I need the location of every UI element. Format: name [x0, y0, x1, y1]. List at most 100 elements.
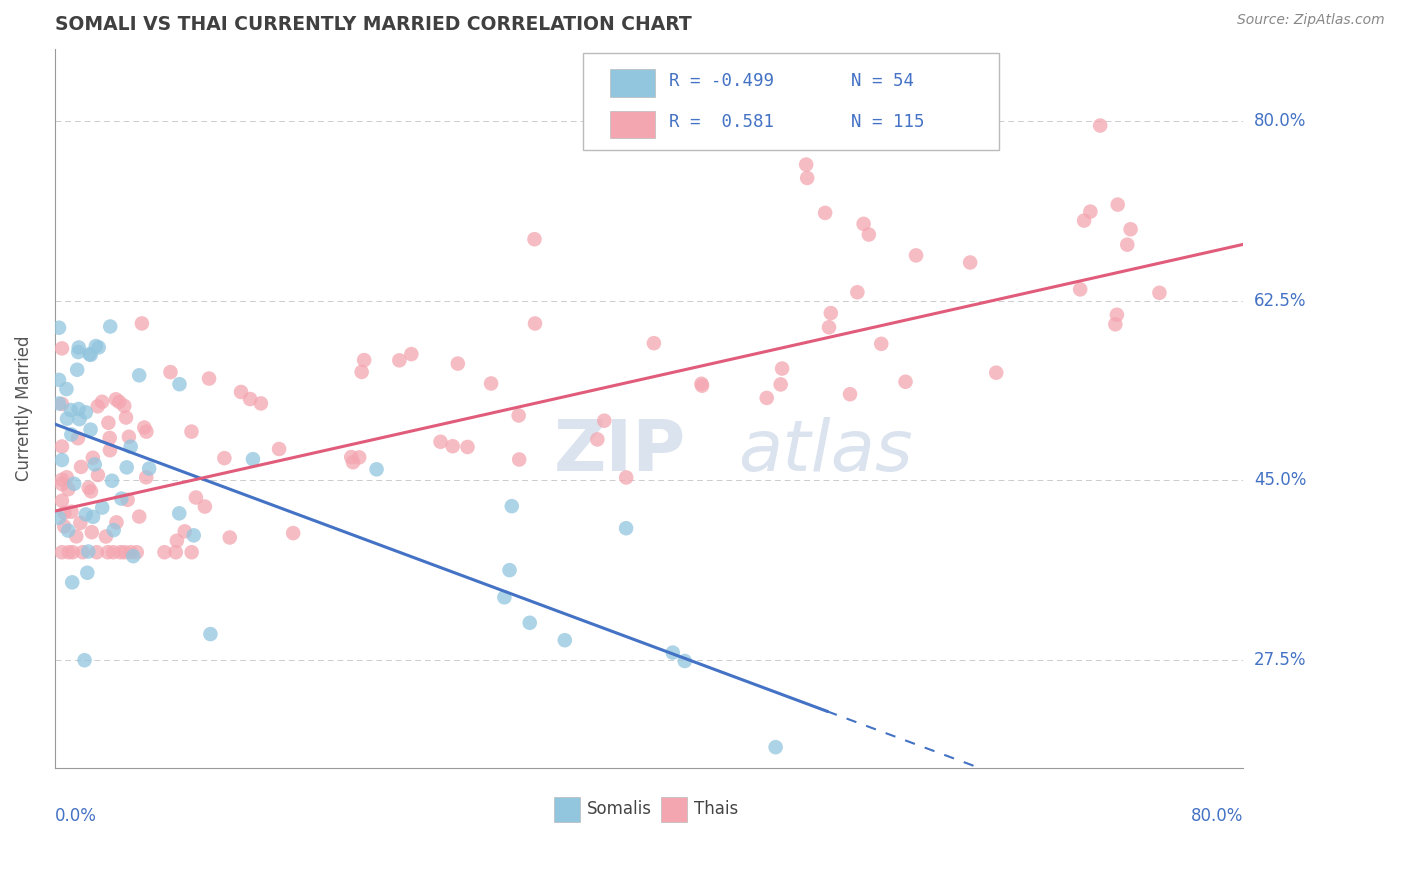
- Point: [98, 431, 121, 445]
- Point: [441, 439, 464, 453]
- Point: [67, 402, 90, 417]
- Point: [959, 255, 981, 269]
- Point: [56, 411, 79, 425]
- Text: N = 115: N = 115: [851, 113, 924, 131]
- Point: [508, 409, 530, 423]
- Point: [51, 440, 73, 454]
- Point: [94, 529, 117, 543]
- FancyBboxPatch shape: [610, 70, 655, 96]
- Point: [858, 227, 880, 242]
- Point: [184, 491, 207, 505]
- Point: [794, 157, 817, 171]
- Point: [73, 653, 96, 667]
- Point: [524, 317, 547, 331]
- Point: [194, 500, 217, 514]
- Point: [1149, 285, 1171, 300]
- Point: [82, 509, 104, 524]
- Point: [91, 500, 114, 515]
- Point: [51, 493, 73, 508]
- Point: [200, 627, 222, 641]
- Point: [105, 516, 128, 530]
- Point: [115, 460, 138, 475]
- Point: [97, 545, 120, 559]
- Point: [169, 377, 191, 392]
- Point: [87, 340, 110, 354]
- Text: 27.5%: 27.5%: [1254, 651, 1306, 669]
- Point: [55, 382, 77, 396]
- Point: [1104, 318, 1126, 332]
- Point: [48, 320, 70, 334]
- Point: [353, 353, 375, 368]
- Point: [55, 470, 77, 484]
- Point: [58, 545, 80, 559]
- Point: [755, 391, 778, 405]
- Point: [83, 458, 105, 472]
- FancyBboxPatch shape: [610, 111, 655, 138]
- Point: [239, 392, 262, 406]
- Text: Source: ZipAtlas.com: Source: ZipAtlas.com: [1237, 13, 1385, 28]
- Text: 0.0%: 0.0%: [55, 807, 97, 825]
- Point: [82, 450, 104, 465]
- Point: [839, 387, 862, 401]
- Point: [690, 378, 713, 392]
- Point: [366, 462, 388, 476]
- Point: [1069, 282, 1091, 296]
- Point: [48, 510, 70, 524]
- Point: [198, 371, 221, 385]
- Point: [479, 376, 502, 391]
- Point: [614, 470, 637, 484]
- Point: [153, 545, 176, 559]
- Point: [457, 440, 479, 454]
- Point: [135, 470, 157, 484]
- Point: [159, 365, 181, 379]
- Point: [110, 545, 132, 559]
- Point: [342, 455, 364, 469]
- Point: [770, 361, 793, 376]
- Point: [53, 519, 76, 533]
- Point: [519, 615, 541, 630]
- Point: [494, 591, 516, 605]
- Point: [97, 416, 120, 430]
- Point: [91, 394, 114, 409]
- Point: [51, 545, 73, 559]
- Point: [59, 403, 82, 417]
- Point: [796, 171, 818, 186]
- Point: [128, 509, 150, 524]
- Point: [250, 396, 273, 410]
- Point: [66, 363, 89, 377]
- Text: 80.0%: 80.0%: [1191, 807, 1243, 825]
- Point: [117, 492, 139, 507]
- Point: [1107, 197, 1129, 211]
- Point: [86, 399, 108, 413]
- Point: [51, 397, 73, 411]
- Point: [167, 507, 190, 521]
- Point: [1119, 222, 1142, 236]
- Point: [77, 481, 100, 495]
- Point: [101, 474, 124, 488]
- Point: [218, 531, 240, 545]
- Point: [183, 528, 205, 542]
- Point: [508, 452, 530, 467]
- Point: [894, 375, 917, 389]
- Text: atlas: atlas: [738, 417, 912, 486]
- Point: [1105, 308, 1128, 322]
- FancyBboxPatch shape: [554, 797, 579, 822]
- Point: [593, 414, 616, 428]
- Point: [229, 384, 252, 399]
- Point: [48, 373, 70, 387]
- Y-axis label: Currently Married: Currently Married: [15, 335, 32, 482]
- Point: [69, 516, 91, 530]
- Point: [56, 524, 79, 538]
- Point: [662, 646, 685, 660]
- Point: [98, 443, 121, 458]
- Point: [51, 477, 73, 491]
- Point: [103, 545, 125, 559]
- Point: [643, 336, 665, 351]
- Point: [350, 365, 373, 379]
- Point: [769, 377, 792, 392]
- Point: [51, 473, 73, 487]
- Point: [122, 549, 145, 563]
- Point: [60, 505, 83, 519]
- Point: [242, 452, 264, 467]
- Point: [120, 440, 142, 454]
